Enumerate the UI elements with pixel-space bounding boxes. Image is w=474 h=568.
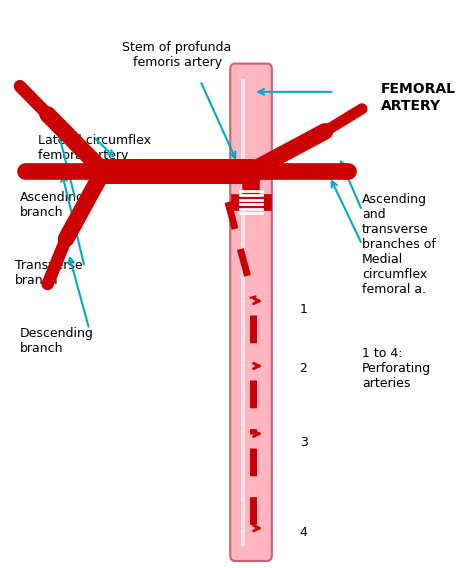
FancyBboxPatch shape	[230, 64, 272, 561]
Text: Descending
branch: Descending branch	[20, 327, 94, 354]
Text: Transverse
branch: Transverse branch	[15, 258, 83, 287]
Text: 1: 1	[300, 303, 308, 316]
Text: Lateral circumflex
femoral artery: Lateral circumflex femoral artery	[38, 135, 151, 162]
Text: Ascending
branch: Ascending branch	[20, 191, 85, 219]
Text: 2: 2	[300, 362, 308, 375]
Text: 4: 4	[300, 526, 308, 539]
Text: Stem of profunda
femoris artery: Stem of profunda femoris artery	[122, 41, 232, 69]
Text: Ascending
and
transverse
branches of
Medial
circumflex
femoral a.: Ascending and transverse branches of Med…	[362, 193, 436, 296]
Text: 3: 3	[300, 436, 308, 449]
Text: FEMORAL
ARTERY: FEMORAL ARTERY	[381, 82, 456, 112]
Text: 1 to 4:
Perforating
arteries: 1 to 4: Perforating arteries	[362, 347, 431, 390]
